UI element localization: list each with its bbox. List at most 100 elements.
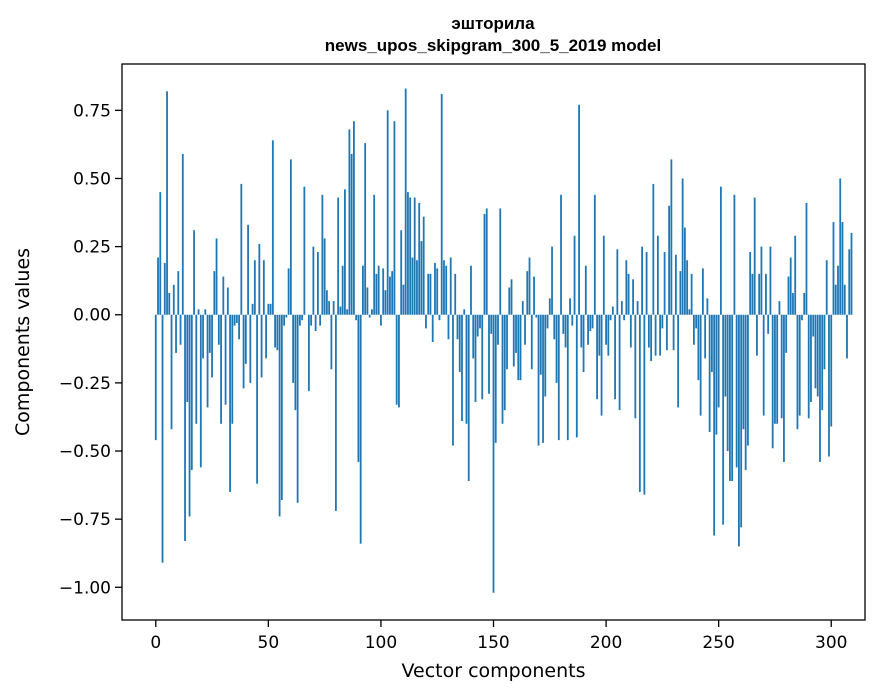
bar-70 [312,246,315,315]
bar-60 [289,159,292,315]
y-tick-label: −0.75 [59,510,111,530]
bar-80 [334,314,337,511]
bar-214 [636,301,639,315]
bar-305 [841,222,844,315]
bar-254 [726,314,729,452]
bar-218 [645,252,648,315]
bar-145 [481,314,484,400]
bar-169 [535,314,538,318]
bar-65 [301,314,304,321]
bar-142 [474,314,477,402]
bar-103 [386,110,389,315]
bar-14 [186,314,189,402]
bar-290 [807,314,810,419]
bar-204 [614,314,616,400]
bar-158 [510,279,513,315]
bar-95 [368,314,371,318]
bar-173 [544,314,547,397]
bar-20 [199,314,202,468]
bar-166 [528,257,531,315]
bar-253 [724,314,727,397]
bar-134 [456,314,459,340]
bar-86 [348,129,351,315]
bar-202 [609,314,612,321]
bar-157 [508,287,511,315]
bar-25 [211,314,213,378]
bar-228 [668,205,671,315]
bar-90 [357,314,360,462]
bar-179 [557,314,560,441]
bar-42 [249,314,252,383]
bar-6 [168,292,171,315]
bar-137 [463,309,466,315]
bar-164 [524,314,526,345]
bar-213 [634,314,637,419]
bar-234 [681,178,684,315]
bar-122 [429,273,432,315]
bar-57 [283,314,286,326]
bar-223 [656,235,659,315]
bar-37 [238,314,240,340]
bar-295 [819,314,821,462]
bar-112 [407,192,409,315]
bar-178 [555,314,558,383]
bar-61 [292,314,295,383]
bar-68 [307,314,310,392]
bar-185 [571,314,574,326]
bar-44 [253,260,256,315]
bar-286 [798,314,801,416]
bar-64 [298,314,301,326]
bar-296 [821,314,824,411]
bar-104 [389,276,391,315]
bar-170 [537,314,540,446]
bar-239 [692,314,695,345]
bar-183 [566,314,569,441]
x-axis-label: Vector components [402,660,586,682]
bar-284 [794,235,797,315]
bar-117 [418,203,421,315]
bar-191 [584,265,587,315]
bar-293 [814,314,817,389]
bar-248 [713,314,716,536]
bar-235 [683,227,686,315]
bar-163 [521,301,524,315]
bar-35 [233,314,236,326]
bar-39 [242,314,245,389]
bar-186 [573,235,576,315]
bar-33 [229,314,231,492]
bar-132 [452,314,454,446]
bar-36 [235,314,238,323]
bar-50 [267,303,270,315]
y-tick-label: 0.75 [73,101,111,121]
bar-38 [240,183,243,315]
bar-125 [436,268,439,315]
bar-308 [848,249,851,315]
bar-15 [188,314,191,517]
bar-149 [490,314,493,334]
bar-201 [607,314,610,356]
x-tick-label: 50 [258,633,280,653]
bar-200 [605,314,607,345]
bar-188 [578,104,580,315]
bar-171 [539,314,542,375]
bar-301 [832,222,835,315]
bar-102 [384,290,387,315]
bar-245 [706,298,709,315]
bar-226 [663,252,666,315]
bar-54 [276,314,279,351]
bar-176 [551,246,553,315]
y-tick-label: −0.50 [59,442,111,462]
bar-194 [591,314,594,329]
bar-77 [328,301,331,315]
bar-114 [411,257,414,315]
bar-10 [177,271,180,315]
x-tick-label: 300 [815,633,847,653]
bar-141 [472,314,475,359]
bar-233 [679,271,682,315]
bar-187 [575,314,578,438]
bar-82 [339,306,342,315]
bar-78 [330,314,333,370]
bar-89 [355,314,358,321]
bar-263 [747,314,749,446]
bar-199 [602,235,605,315]
